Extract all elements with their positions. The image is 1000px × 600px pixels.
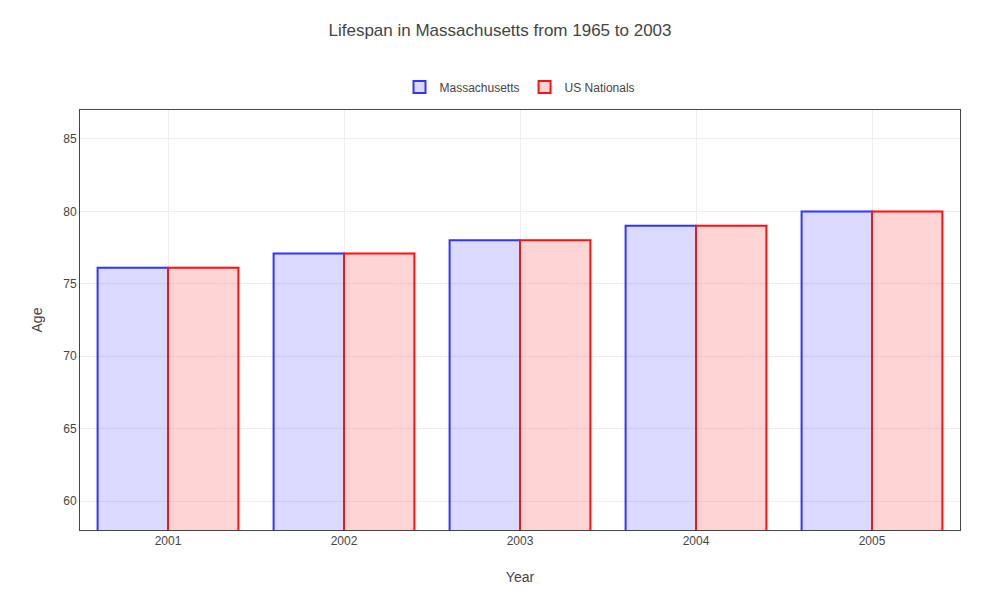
svg-text:Year: Year (506, 569, 535, 585)
svg-text:2002: 2002 (331, 534, 358, 548)
svg-text:2001: 2001 (155, 534, 182, 548)
svg-text:2003: 2003 (507, 534, 534, 548)
svg-text:Age: Age (29, 307, 45, 332)
svg-text:65: 65 (63, 422, 77, 436)
svg-text:60: 60 (63, 494, 77, 508)
svg-text:85: 85 (63, 132, 77, 146)
svg-text:Massachusetts: Massachusetts (440, 81, 520, 95)
svg-text:2005: 2005 (859, 534, 886, 548)
svg-text:Lifespan in Massachusetts from: Lifespan in Massachusetts from 1965 to 2… (328, 21, 671, 40)
svg-text:US Nationals: US Nationals (565, 81, 635, 95)
svg-text:75: 75 (63, 277, 77, 291)
svg-text:70: 70 (63, 349, 77, 363)
svg-text:80: 80 (63, 205, 77, 219)
svg-text:2004: 2004 (683, 534, 710, 548)
